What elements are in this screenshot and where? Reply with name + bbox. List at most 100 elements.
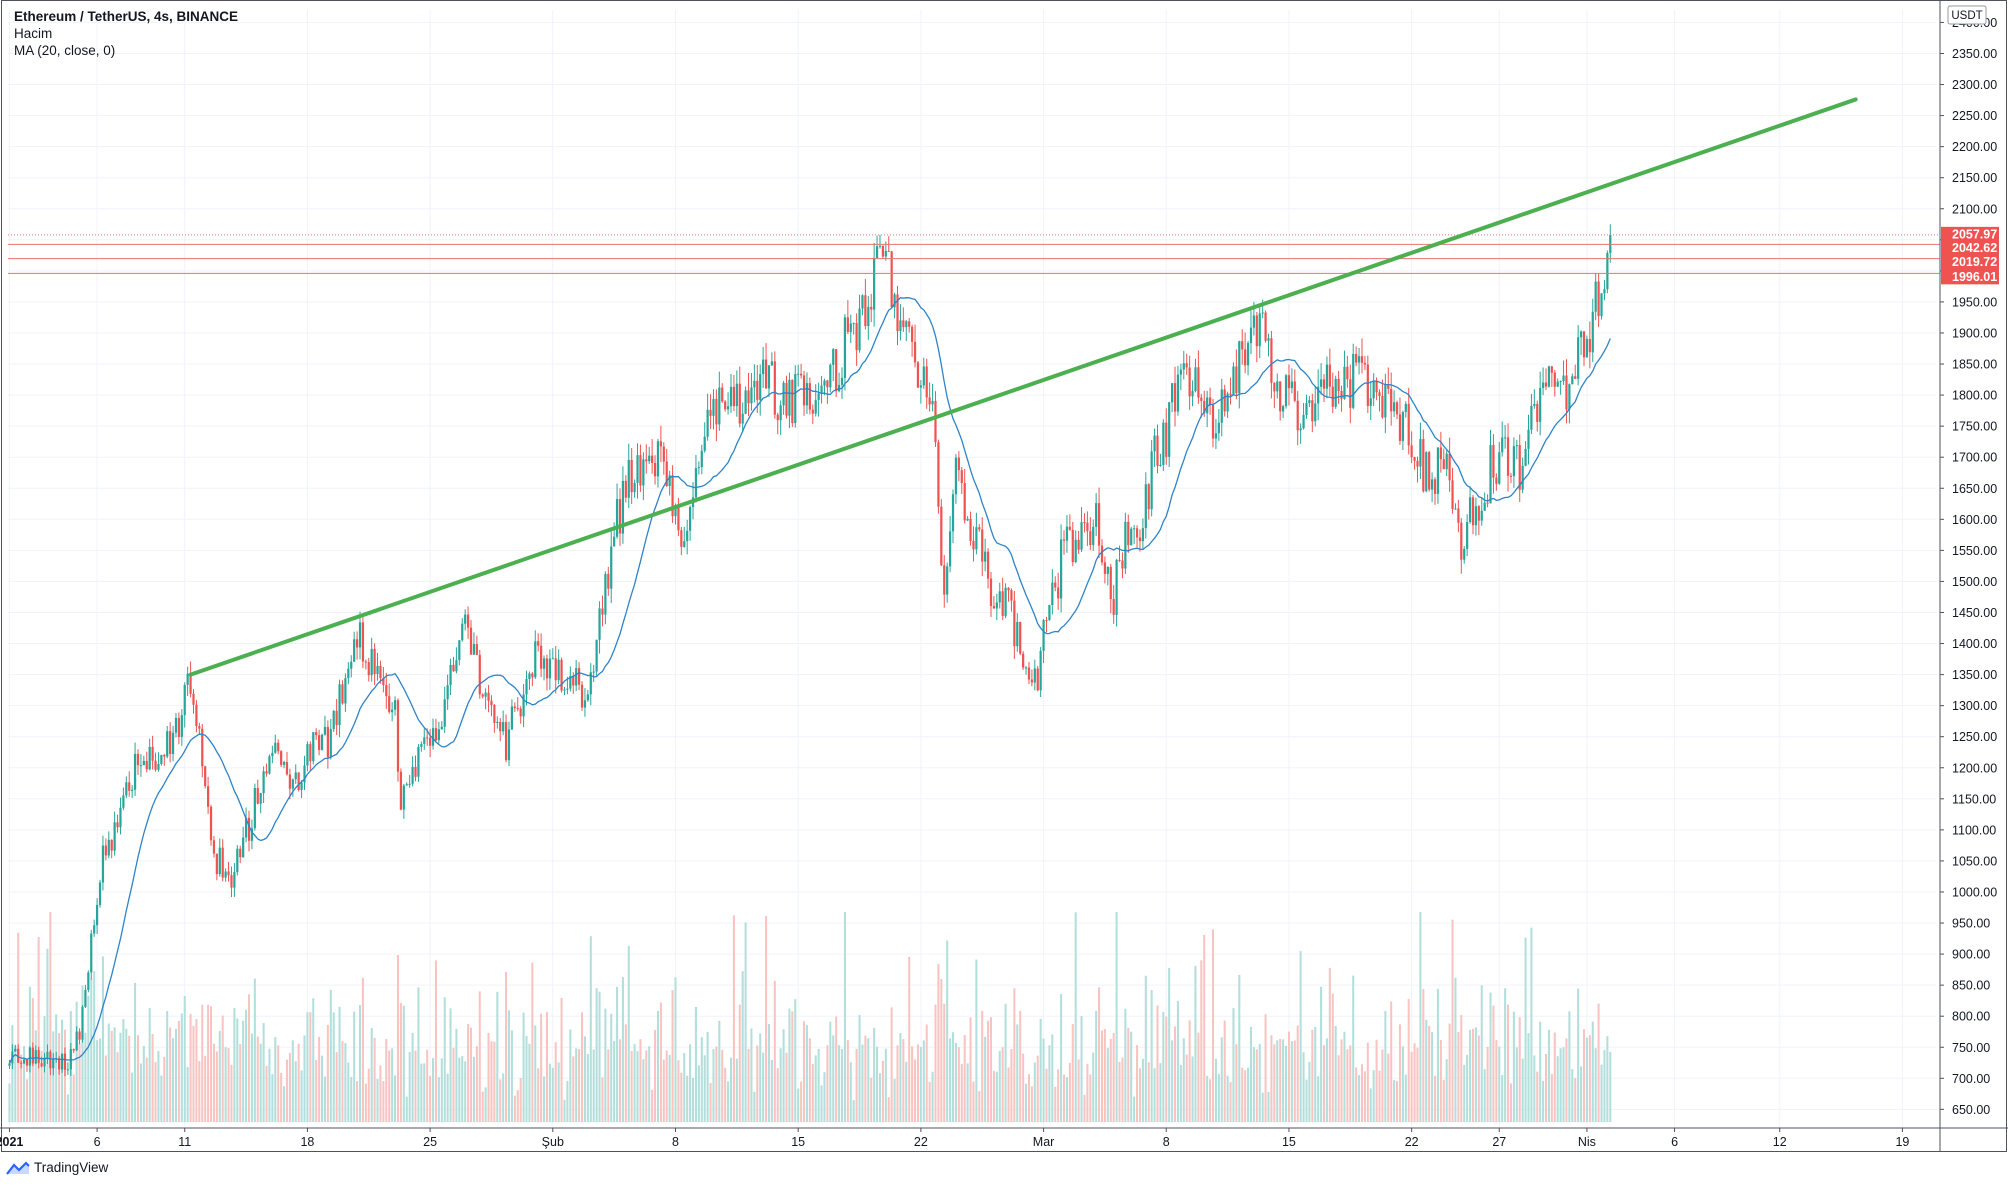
volume-bar [1249, 1026, 1252, 1122]
volume-bar [1346, 1049, 1349, 1122]
candle-body [724, 401, 727, 410]
candle-body [995, 602, 998, 609]
volume-bar [291, 1040, 294, 1122]
volume-bar [1463, 1064, 1466, 1122]
volume-bar [656, 1010, 659, 1122]
candle-body [1223, 389, 1226, 412]
candle-body [610, 546, 613, 589]
price-tag-bg [1941, 240, 1999, 256]
volume-bar [569, 1029, 572, 1122]
candle-body [458, 640, 461, 661]
candle-body [618, 499, 622, 534]
volume-bar [1501, 1074, 1504, 1122]
candle-body [1536, 403, 1539, 422]
volume-bar [1124, 1008, 1127, 1122]
volume-bar [677, 1060, 680, 1122]
volume-bar [1504, 988, 1507, 1122]
candle-body [271, 752, 274, 757]
volume-bar [1282, 1039, 1285, 1122]
currency-badge[interactable]: USDT [1947, 5, 1987, 25]
volume-bar [727, 1081, 730, 1122]
candle-body [557, 659, 560, 681]
candlesticks [8, 224, 1612, 1077]
candle-body [528, 673, 531, 680]
candle-body [1398, 414, 1402, 441]
candle-body [948, 531, 952, 567]
volume-bar [201, 1004, 204, 1122]
candle-body [1162, 422, 1165, 465]
volume-bar [537, 1068, 540, 1122]
symbol-title[interactable]: Ethereum / TetherUS, 4s, BINANCE [14, 9, 239, 24]
volume-bar [1317, 1076, 1320, 1122]
candle-body [668, 475, 671, 486]
candle-body [1331, 386, 1334, 407]
candle-body [1477, 506, 1480, 521]
ma-indicator-label[interactable]: MA (20, close, 0) [14, 43, 116, 58]
candle-body [1065, 526, 1069, 541]
volume-bar [1174, 1026, 1177, 1122]
volume-bar [852, 1100, 855, 1122]
candle-body [1191, 390, 1194, 397]
candle-body [586, 694, 589, 701]
volume-bar [753, 1091, 756, 1122]
volume-bar [776, 1068, 779, 1122]
candle-body [1512, 446, 1515, 477]
volume-bar [805, 1025, 808, 1122]
volume-bar [618, 1039, 622, 1122]
volume-bar [475, 1046, 478, 1122]
volume-bar [259, 1043, 262, 1122]
volume-bar [566, 1080, 569, 1122]
candle-body [531, 673, 534, 678]
candle-body [37, 1050, 40, 1064]
candle-body [969, 518, 972, 541]
candle-body [651, 455, 654, 464]
candle-body [195, 704, 198, 727]
volume-bar [808, 1038, 811, 1122]
volume-bar [911, 1046, 914, 1122]
volume-bar [1086, 1063, 1089, 1122]
candle-body [487, 692, 490, 701]
candle-body [1071, 529, 1074, 563]
candle-body [937, 442, 940, 507]
candle-body [615, 499, 619, 537]
volume-bar [1451, 919, 1454, 1122]
volume-bar [925, 1024, 928, 1122]
volume-bar [1594, 1048, 1597, 1122]
candle-body [954, 457, 958, 495]
y-tick-label: 2250.00 [1952, 109, 1997, 123]
volume-bar [1518, 1017, 1521, 1122]
x-tick-label: 8 [672, 1135, 679, 1149]
candle-body [1115, 559, 1118, 615]
volume-bar [195, 1019, 198, 1122]
y-axis[interactable]: 650.00 700.00 750.00 800.00 850.00 900.00 950.… [1940, 16, 1997, 1117]
volume-bar [732, 915, 735, 1122]
volume-bar [981, 1010, 984, 1122]
candle-body [464, 614, 467, 624]
candle-body [46, 1051, 49, 1058]
x-axis[interactable]: 2021 6 11 18 25 Şub 8 15 22 Mar 8 15 22 27 Nis 6 12 19 [0, 1128, 1909, 1149]
candle-body [750, 387, 753, 404]
volume-bar [1285, 1046, 1288, 1122]
candle-body [1419, 439, 1422, 467]
volume-bar [1273, 1044, 1276, 1122]
candle-body [887, 250, 890, 252]
trendline-layer[interactable] [188, 97, 1858, 677]
candle-body [1235, 366, 1238, 394]
candle-body [317, 735, 321, 750]
y-tick-label: 700.00 [1952, 1072, 1990, 1086]
volume-bar [785, 1052, 788, 1122]
volume-bar [1296, 1025, 1299, 1122]
volume-indicator-label[interactable]: Hacim [14, 26, 53, 41]
volume-bar [341, 1041, 344, 1122]
volume-bar [256, 1036, 259, 1122]
candle-body [1173, 383, 1177, 412]
tradingview-branding[interactable]: TradingView [6, 1160, 108, 1175]
candle-body [1582, 331, 1586, 358]
candle-body [1530, 405, 1533, 430]
candle-body [1375, 380, 1378, 393]
candle-body [1483, 502, 1486, 511]
volume-bar [125, 1028, 128, 1122]
volume-bar [1375, 1039, 1378, 1122]
